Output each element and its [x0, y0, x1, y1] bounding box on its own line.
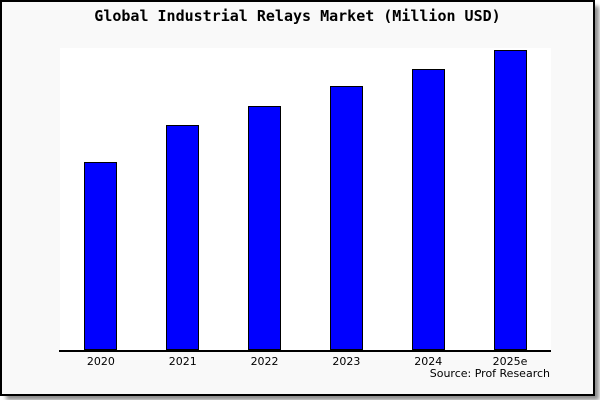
plot-area: [60, 48, 551, 350]
bar-2021: [166, 124, 200, 350]
x-tick-label-2023: 2023: [332, 355, 361, 368]
source-note: Source: Prof Research: [429, 367, 550, 380]
bar-2022: [248, 105, 282, 350]
bar-2023: [329, 86, 363, 350]
x-axis-line: [59, 350, 551, 352]
chart-title: Global Industrial Relays Market (Million…: [94, 7, 501, 25]
x-tick-label-2021: 2021: [168, 355, 197, 368]
bar-2025e: [493, 50, 527, 350]
bar-2020: [84, 161, 118, 350]
bar-2024: [411, 68, 445, 350]
x-axis-tick-labels: 2020 2021 2022 2023 2024 2025e: [60, 355, 551, 368]
x-tick-label-2022: 2022: [250, 355, 279, 368]
x-tick-label-2025e: 2025e: [492, 355, 528, 368]
x-tick-label-2020: 2020: [86, 355, 115, 368]
x-tick-label-2024: 2024: [414, 355, 443, 368]
